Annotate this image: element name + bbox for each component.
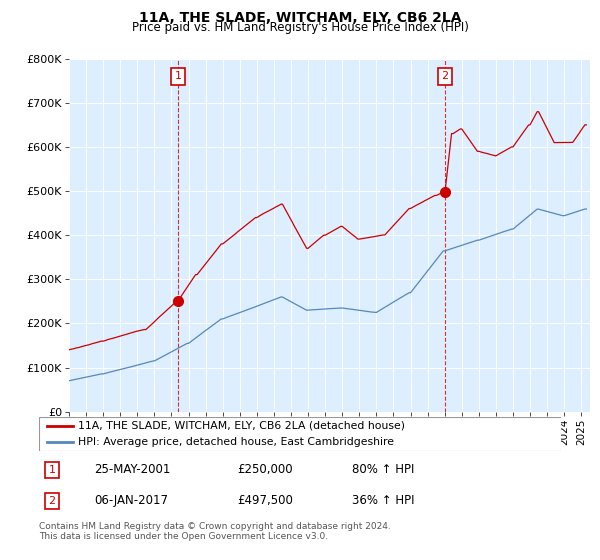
Text: 25-MAY-2001: 25-MAY-2001 (94, 464, 170, 477)
Text: Contains HM Land Registry data © Crown copyright and database right 2024.
This d: Contains HM Land Registry data © Crown c… (39, 522, 391, 542)
Text: 11A, THE SLADE, WITCHAM, ELY, CB6 2LA: 11A, THE SLADE, WITCHAM, ELY, CB6 2LA (139, 11, 461, 25)
Text: 11A, THE SLADE, WITCHAM, ELY, CB6 2LA (detached house): 11A, THE SLADE, WITCHAM, ELY, CB6 2LA (d… (78, 421, 405, 431)
Text: 1: 1 (175, 72, 182, 81)
Text: 1: 1 (49, 465, 56, 475)
Text: Price paid vs. HM Land Registry's House Price Index (HPI): Price paid vs. HM Land Registry's House … (131, 21, 469, 34)
Text: 06-JAN-2017: 06-JAN-2017 (94, 494, 168, 507)
Text: 80% ↑ HPI: 80% ↑ HPI (352, 464, 415, 477)
Text: £250,000: £250,000 (238, 464, 293, 477)
Text: 36% ↑ HPI: 36% ↑ HPI (352, 494, 415, 507)
Text: 2: 2 (49, 496, 56, 506)
Text: £497,500: £497,500 (238, 494, 293, 507)
Text: HPI: Average price, detached house, East Cambridgeshire: HPI: Average price, detached house, East… (78, 437, 394, 447)
Text: 2: 2 (442, 72, 449, 81)
FancyBboxPatch shape (39, 417, 561, 451)
